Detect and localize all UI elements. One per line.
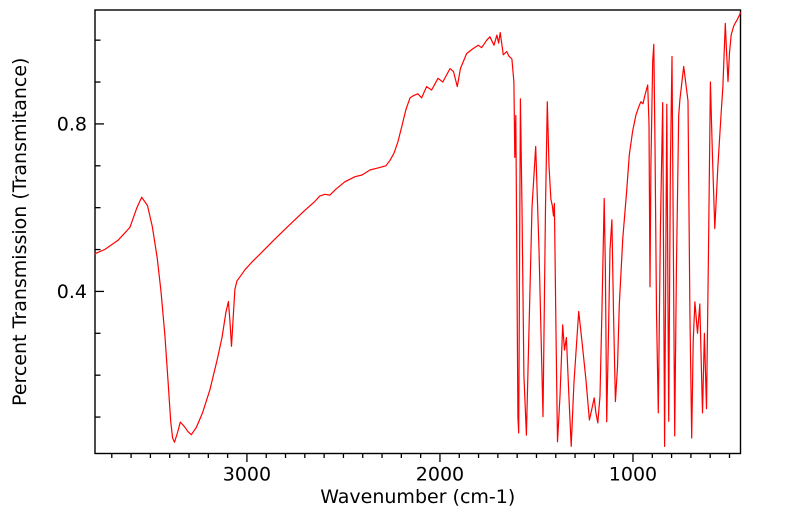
spectrum-line	[94, 12, 742, 447]
y-tick-label: 0.8	[57, 113, 87, 135]
x-tick-label: 3000	[223, 464, 271, 486]
x-tick-label: 2000	[416, 464, 464, 486]
x-axis-label: Wavenumber (cm-1)	[320, 486, 515, 508]
x-axis-ticks	[111, 453, 731, 462]
y-axis-ticks	[95, 39, 104, 418]
y-axis-label: Percent Transmission (Transmitance)	[9, 58, 31, 406]
y-axis-tick-labels: 0.4 0.8	[57, 113, 87, 303]
x-tick-label: 1000	[609, 464, 657, 486]
plot-border	[94, 9, 742, 455]
y-tick-label: 0.4	[57, 281, 87, 303]
x-axis-tick-labels: 3000 2000 1000	[223, 464, 657, 486]
